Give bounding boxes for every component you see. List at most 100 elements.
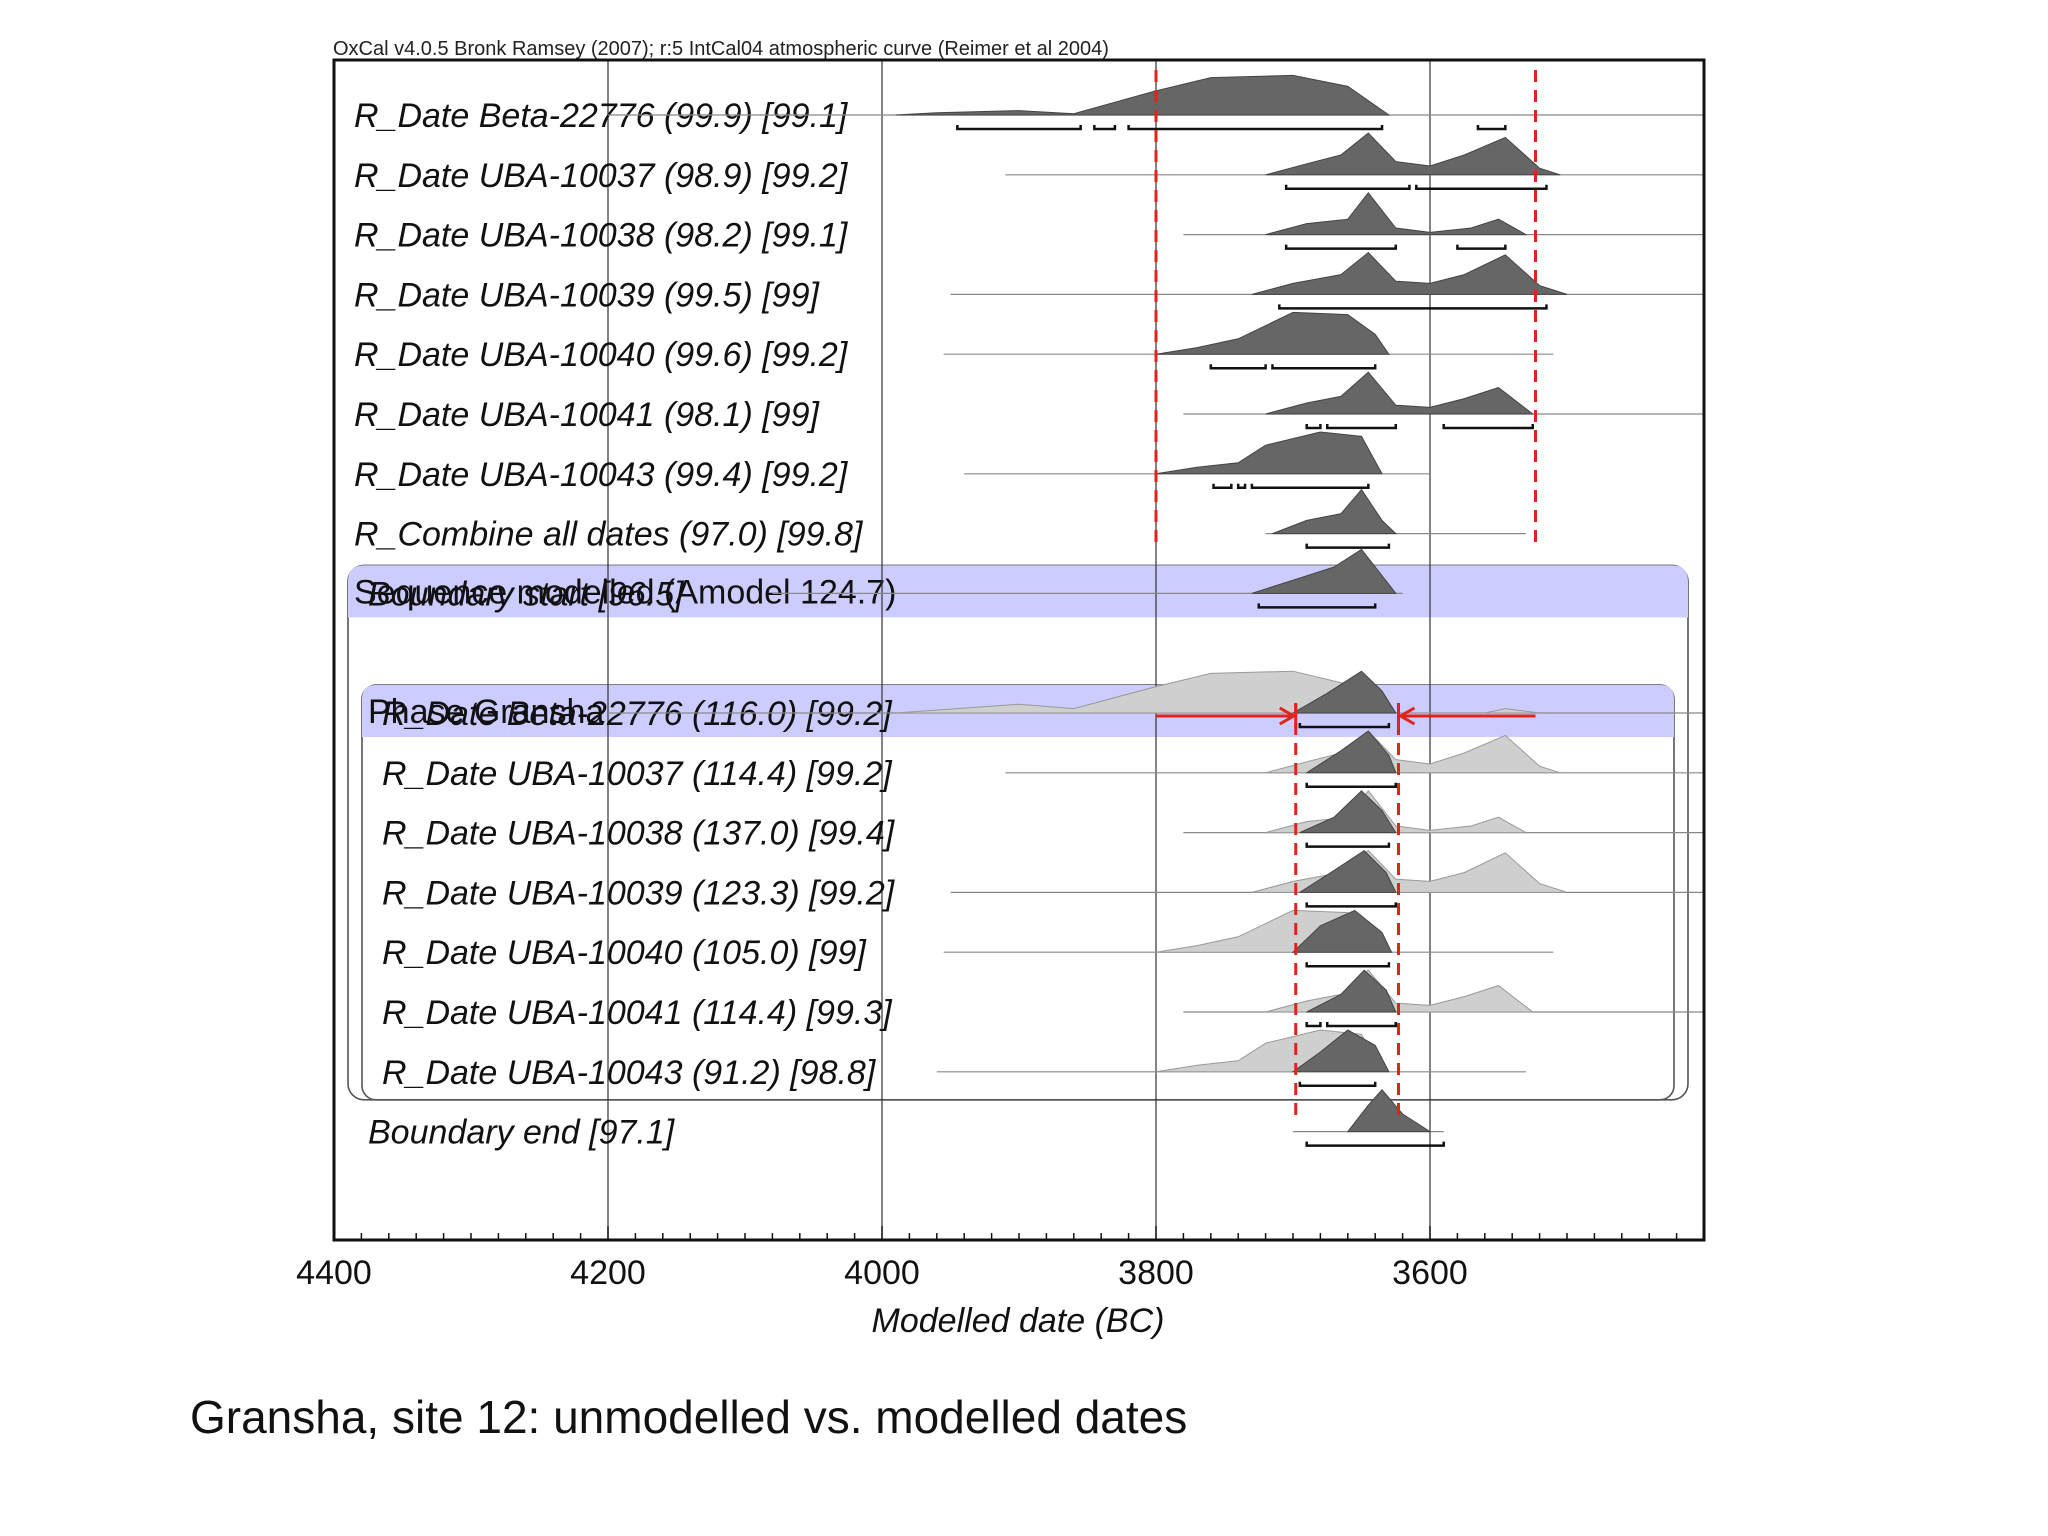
range-bar bbox=[1305, 543, 1391, 549]
chart-row: R_Date UBA-10039 (123.3) [99.2] bbox=[382, 849, 1704, 912]
chart-header: OxCal v4.0.5 Bronk Ramsey (2007); r:5 In… bbox=[333, 38, 1109, 60]
range-bar bbox=[1326, 1022, 1397, 1028]
posterior-distribution bbox=[1272, 488, 1398, 535]
range-bar bbox=[1305, 1141, 1445, 1147]
range-bar bbox=[1127, 125, 1384, 131]
chart-row: R_Combine all dates (97.0) [99.8] bbox=[354, 488, 1526, 554]
group-label: Phase Gransha bbox=[368, 693, 604, 731]
row-label: R_Date UBA-10041 (114.4) [99.3] bbox=[382, 994, 893, 1032]
range-bar bbox=[1305, 782, 1397, 789]
posterior-distribution bbox=[1265, 191, 1528, 236]
range-bar bbox=[1326, 424, 1397, 430]
chart-row: R_Date UBA-10037 (114.4) [99.2] bbox=[382, 730, 1704, 793]
posterior-distribution bbox=[1306, 969, 1397, 1013]
prior-distribution bbox=[1265, 789, 1528, 834]
row-label: R_Date UBA-10039 (99.5) [99] bbox=[354, 276, 820, 314]
prior-distribution bbox=[1265, 730, 1561, 774]
posterior-distribution bbox=[1155, 431, 1383, 475]
posterior-distribution bbox=[895, 74, 1391, 116]
range-bar bbox=[1271, 364, 1377, 370]
posterior-distribution bbox=[1291, 909, 1393, 953]
chart-row: R_Date UBA-10043 (91.2) [98.8] bbox=[382, 1029, 1526, 1092]
posterior-distribution bbox=[1265, 371, 1535, 415]
range-bar bbox=[1305, 902, 1397, 908]
x-axis-title: Modelled date (BC) bbox=[872, 1302, 1165, 1340]
range-bar bbox=[956, 125, 1082, 131]
range-bar bbox=[1305, 424, 1322, 430]
prior-distribution bbox=[895, 670, 1540, 714]
row-label: Boundary start [96.5] bbox=[368, 575, 685, 613]
x-axis: 4400 4200 4000 3800 3600 bbox=[296, 1226, 1705, 1292]
range-bar bbox=[1305, 842, 1391, 848]
range-bar bbox=[1212, 483, 1233, 490]
data-rows: R_Date Beta-22776 (99.9) [99.1] R_Date UB… bbox=[354, 74, 1704, 1152]
posterior-distribution bbox=[1299, 790, 1397, 834]
row-label: R_Date UBA-10038 (137.0) [99.4] bbox=[382, 815, 896, 853]
posterior-distribution bbox=[1346, 1089, 1432, 1133]
posterior-distribution bbox=[1155, 311, 1390, 355]
range-bar bbox=[1284, 184, 1411, 191]
range-bar bbox=[1305, 1022, 1322, 1028]
row-label: R_Date UBA-10043 (99.4) [99.2] bbox=[354, 456, 849, 494]
posterior-distribution bbox=[1265, 132, 1561, 176]
row-label: R_Date Beta-22776 (116.0) [99.2] bbox=[382, 695, 893, 733]
posterior-distribution bbox=[1251, 548, 1397, 594]
posterior-distribution bbox=[1291, 670, 1397, 714]
range-bar bbox=[1093, 125, 1117, 131]
row-label: R_Date UBA-10038 (98.2) [99.1] bbox=[354, 217, 849, 255]
arrow-head bbox=[1278, 706, 1297, 726]
chart-row: R_Date UBA-10041 (98.1) [99] bbox=[354, 371, 1704, 434]
row-label: R_Combine all dates (97.0) [99.8] bbox=[354, 516, 864, 554]
posterior-distribution bbox=[1291, 1029, 1390, 1073]
prior-distribution bbox=[1251, 849, 1568, 893]
chart-row: R_Date UBA-10043 (99.4) [99.2] bbox=[354, 431, 1430, 494]
chart-row: R_Date UBA-10037 (98.9) [99.2] bbox=[354, 132, 1704, 195]
range-bar bbox=[1298, 723, 1391, 729]
range-bar bbox=[1442, 424, 1534, 430]
x-tick-label: 4400 bbox=[296, 1254, 372, 1292]
row-label: R_Date UBA-10043 (91.2) [98.8] bbox=[382, 1054, 877, 1092]
row-label: R_Date UBA-10041 (98.1) [99] bbox=[354, 396, 820, 434]
range-bar bbox=[1236, 483, 1247, 490]
row-label: R_Date UBA-10037 (114.4) [99.2] bbox=[382, 755, 893, 793]
group-label: Sequence modelled (Amodel 124.7) bbox=[354, 573, 896, 611]
chart-row: R_Date UBA-10038 (137.0) [99.4] bbox=[382, 789, 1704, 853]
chart-row: R_Date UBA-10040 (99.6) [99.2] bbox=[354, 311, 1554, 374]
range-bar bbox=[1415, 184, 1548, 191]
x-tick-label: 4200 bbox=[570, 1254, 646, 1292]
x-tick-label: 3600 bbox=[1392, 1254, 1468, 1292]
chart-row: R_Date UBA-10040 (105.0) [99] bbox=[382, 909, 1554, 972]
range-bar bbox=[1250, 483, 1370, 490]
row-label: R_Date UBA-10039 (123.3) [99.2] bbox=[382, 874, 896, 912]
range-bar bbox=[1257, 603, 1377, 609]
row-label: R_Date UBA-10037 (98.9) [99.2] bbox=[354, 157, 849, 195]
chart-row: R_Date Beta-22776 (116.0) [99.2] bbox=[382, 670, 1704, 733]
slide-caption: Gransha, site 12: unmodelled vs. modelle… bbox=[190, 1391, 1188, 1443]
x-tick-label: 3800 bbox=[1118, 1254, 1194, 1292]
posterior-distribution bbox=[1304, 730, 1397, 774]
range-bar bbox=[1284, 244, 1397, 250]
chart-row: Boundary end [97.1] bbox=[368, 1089, 1445, 1152]
arrow-head bbox=[1397, 706, 1416, 726]
row-label: R_Date UBA-10040 (99.6) [99.2] bbox=[354, 336, 849, 374]
chart-row: Boundary start [96.5] bbox=[368, 548, 1403, 613]
range-bar bbox=[1476, 125, 1507, 131]
row-label: R_Date UBA-10040 (105.0) [99] bbox=[382, 934, 867, 972]
marker-lines bbox=[1154, 70, 1537, 1120]
grid-lines bbox=[607, 60, 1431, 1240]
range-bar bbox=[1305, 962, 1391, 968]
chart-row: R_Date UBA-10041 (114.4) [99.3] bbox=[382, 969, 1704, 1032]
chart-row: R_Date Beta-22776 (99.9) [99.1] bbox=[354, 74, 1704, 135]
x-tick-label: 4000 bbox=[844, 1254, 920, 1292]
chart-row: R_Date UBA-10039 (99.5) [99] bbox=[354, 251, 1704, 314]
range-bar bbox=[1456, 244, 1507, 250]
posterior-distribution bbox=[1298, 849, 1397, 893]
posterior-distribution bbox=[1251, 251, 1568, 295]
row-label: R_Date Beta-22776 (99.9) [99.1] bbox=[354, 97, 849, 135]
range-bar bbox=[1278, 304, 1548, 310]
range-bar bbox=[1209, 364, 1267, 370]
chart-row: R_Date UBA-10038 (98.2) [99.1] bbox=[354, 191, 1704, 255]
row-label: Boundary end [97.1] bbox=[368, 1114, 676, 1152]
